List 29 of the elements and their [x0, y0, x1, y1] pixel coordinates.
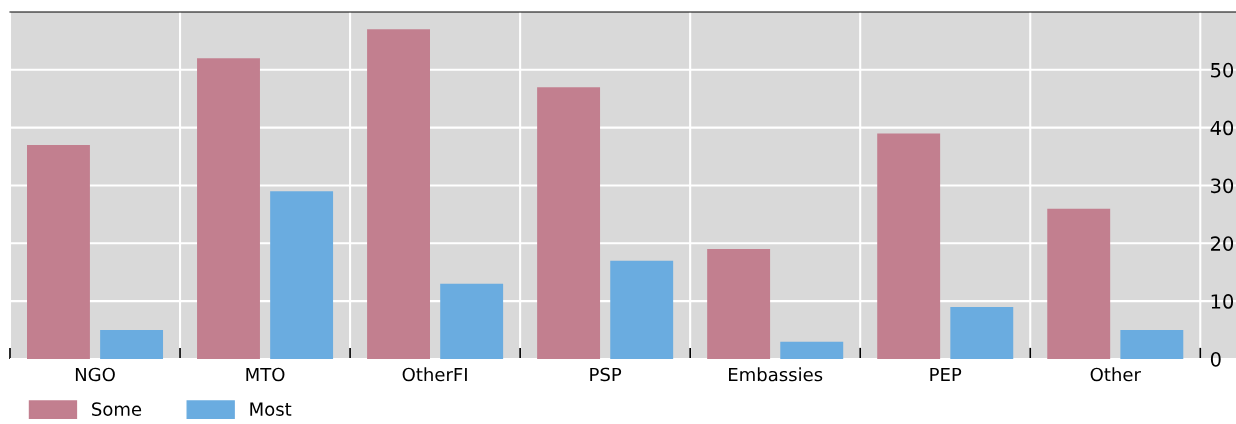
bar: [100, 330, 164, 359]
bar: [440, 283, 504, 359]
x-tick-label: PSP: [590, 367, 622, 382]
bar: [367, 29, 430, 359]
x-tick-label: Other: [1090, 367, 1141, 382]
bar: [610, 260, 674, 359]
y-tick-label: 40: [1210, 120, 1234, 136]
legend-label: Most: [250, 402, 292, 416]
y-tick-label: 30: [1211, 178, 1234, 194]
y-tick-label: 50: [1211, 62, 1234, 78]
x-tick-label: OtherFI: [402, 367, 467, 382]
x-tick-label: PEP: [930, 367, 962, 382]
y-tick-label: 0: [1210, 351, 1221, 367]
bar: [27, 145, 90, 359]
x-tick-label: NGO: [75, 367, 115, 382]
legend-label: Some: [92, 402, 142, 416]
y-tick-label: 10: [1211, 294, 1234, 309]
y-tick-label: 20: [1211, 236, 1234, 251]
bar: [780, 341, 844, 359]
x-tick-label: Embassies: [729, 367, 823, 382]
bar: [197, 58, 260, 359]
bar: [1120, 330, 1184, 359]
bar: [950, 306, 1014, 359]
x-tick-label: MTO: [246, 367, 285, 382]
bar: [877, 133, 941, 359]
bar: [707, 249, 771, 359]
bar: [270, 191, 334, 359]
bar: [1047, 208, 1111, 359]
bar: [537, 87, 601, 359]
